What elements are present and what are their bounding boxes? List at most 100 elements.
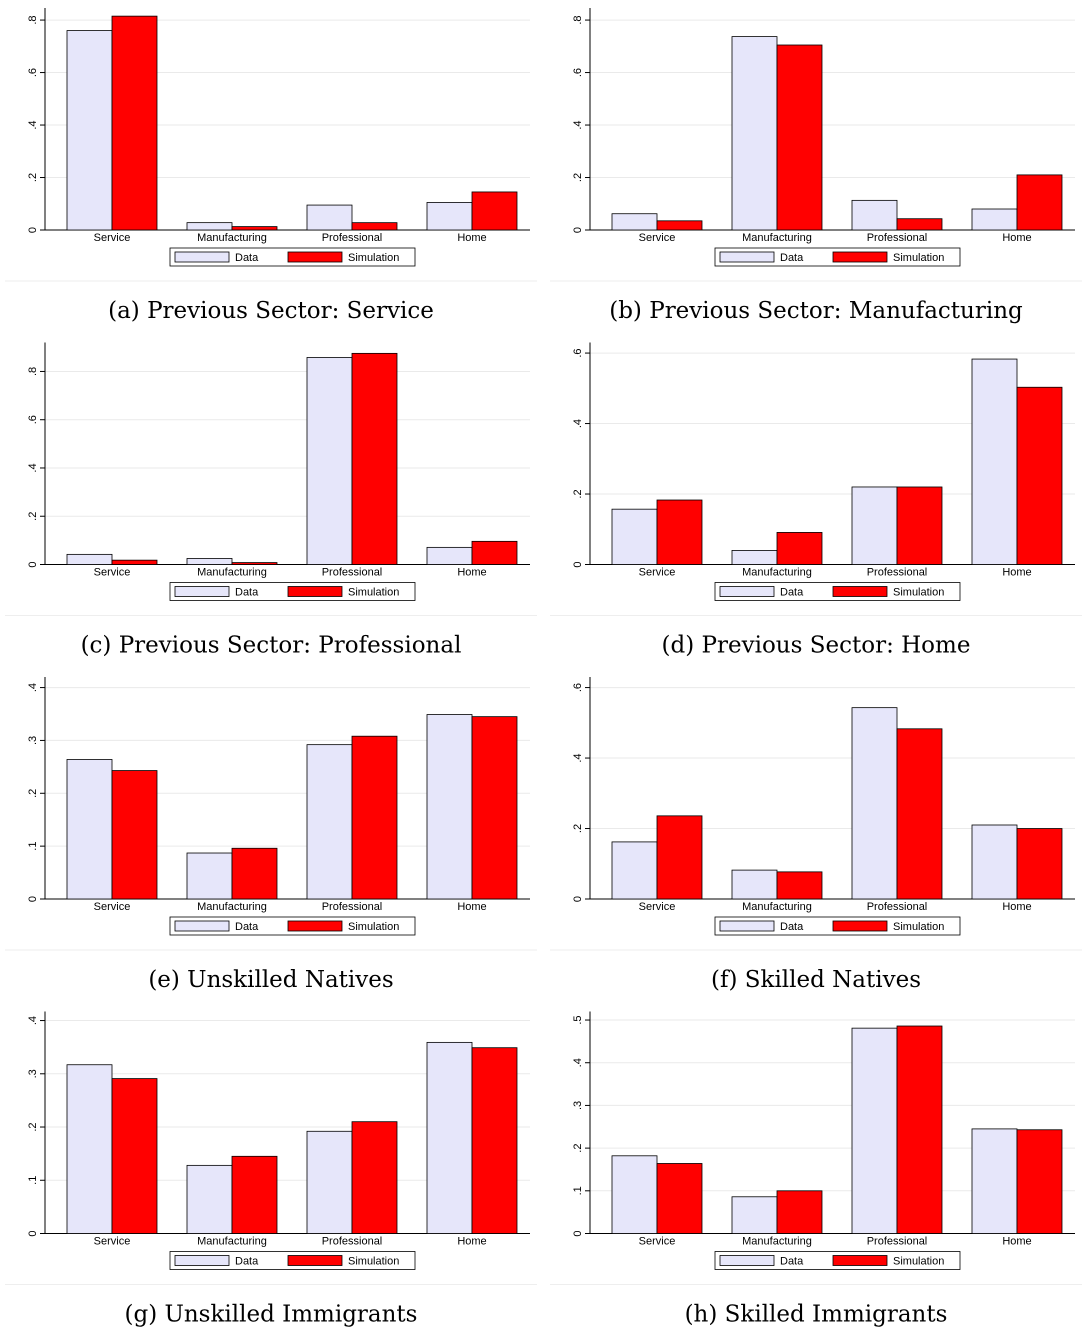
legend-swatch	[174, 251, 230, 263]
legend-label: Data	[235, 252, 259, 264]
y-tick-label: 0	[27, 1230, 39, 1236]
x-tick-label: Service	[94, 232, 131, 244]
x-tick-label: Home	[1002, 901, 1031, 913]
caption: (e) Unskilled Natives	[148, 967, 393, 993]
bar	[471, 1047, 518, 1234]
bar	[66, 553, 113, 565]
bar	[186, 558, 233, 565]
legend-box	[714, 1251, 961, 1270]
y-tick-label: .2	[572, 824, 584, 833]
x-tick-label: Professional	[322, 232, 383, 244]
legend-swatch	[174, 920, 230, 932]
bar	[66, 30, 113, 231]
y-tick-label: .8	[27, 15, 39, 24]
caption: (b) Previous Sector: Manufacturing	[609, 298, 1023, 324]
x-tick-label: Manufacturing	[742, 901, 812, 913]
y-tick-label: .2	[27, 512, 39, 521]
legend-swatch	[832, 1255, 888, 1266]
y-tick-label: .6	[572, 68, 584, 77]
legend-swatch	[719, 920, 775, 932]
bar	[731, 550, 778, 565]
x-tick-label: Professional	[322, 566, 383, 578]
y-tick-label: .2	[27, 789, 39, 798]
bar	[851, 707, 898, 900]
x-tick-label: Manufacturing	[742, 232, 812, 244]
bar	[656, 815, 703, 900]
y-tick-label: .6	[572, 683, 584, 692]
caption: (g) Unskilled Immigrants	[125, 1302, 418, 1328]
y-tick-label: .4	[27, 1016, 39, 1025]
bar	[186, 222, 233, 231]
bar	[971, 1128, 1018, 1234]
bar	[306, 204, 353, 231]
bar	[351, 1121, 398, 1234]
legend-label: Simulation	[348, 586, 399, 598]
legend-box	[169, 582, 416, 601]
y-tick-label: .4	[27, 683, 39, 692]
bar	[306, 357, 353, 565]
bar	[1016, 1129, 1063, 1234]
y-tick-label: .2	[572, 489, 584, 498]
x-tick-label: Professional	[867, 232, 928, 244]
bar	[471, 716, 518, 900]
y-tick-label: .4	[572, 1058, 584, 1067]
caption: (c) Previous Sector: Professional	[81, 633, 462, 659]
bar	[426, 546, 473, 565]
caption: (f) Skilled Natives	[711, 967, 921, 993]
panel: 0 .1 .2 .3 .4 Service Manufacturing Professiona…	[5, 1011, 537, 1328]
bar	[351, 222, 398, 231]
legend-swatch	[832, 586, 888, 597]
bar	[656, 499, 703, 565]
bar	[306, 1130, 353, 1234]
x-tick-label: Professional	[322, 901, 383, 913]
bar	[111, 559, 158, 565]
y-tick-label: 0	[572, 896, 584, 902]
x-tick-label: Manufacturing	[197, 1235, 267, 1247]
bar	[896, 1025, 943, 1234]
bar	[426, 1041, 473, 1234]
panel: 0 .2 .4 .6 .8 Service Manufacturing Professiona…	[5, 342, 537, 659]
bar	[66, 1064, 113, 1234]
x-tick-label: Manufacturing	[742, 566, 812, 578]
bar	[471, 191, 518, 231]
y-tick-label: .4	[27, 120, 39, 129]
y-tick-label: .6	[27, 415, 39, 424]
bar	[231, 1155, 278, 1234]
bar	[851, 199, 898, 231]
bar	[611, 841, 658, 900]
legend-label: Simulation	[893, 1255, 944, 1267]
y-tick-label: 0	[27, 227, 39, 233]
panel: 0 .2 .4 .6 Service Manufacturing Professional H…	[550, 677, 1082, 993]
bar	[731, 1196, 778, 1234]
legend-swatch	[719, 1255, 775, 1266]
legend-label: Data	[235, 921, 259, 933]
bar	[111, 1078, 158, 1234]
x-tick-label: Service	[639, 232, 676, 244]
bar	[776, 532, 823, 565]
bar	[611, 1155, 658, 1234]
x-tick-label: Service	[639, 1235, 676, 1247]
y-tick-label: .3	[27, 1069, 39, 1078]
y-tick-label: .8	[572, 15, 584, 24]
panel: 0 .1 .2 .3 .4 Service Manufacturing Professiona…	[5, 677, 537, 993]
bar	[776, 1190, 823, 1234]
bar	[731, 36, 778, 231]
x-tick-label: Professional	[867, 901, 928, 913]
legend-swatch	[832, 251, 888, 263]
bar	[656, 1163, 703, 1234]
bar	[426, 202, 473, 231]
x-tick-label: Manufacturing	[197, 901, 267, 913]
y-tick-label: .2	[572, 1144, 584, 1153]
bar	[656, 220, 703, 231]
legend-label: Data	[780, 921, 804, 933]
legend-label: Data	[780, 1255, 804, 1267]
x-tick-label: Professional	[867, 1235, 928, 1247]
x-tick-label: Service	[94, 566, 131, 578]
bar	[111, 770, 158, 900]
legend-swatch	[174, 586, 230, 597]
caption: (d) Previous Sector: Home	[662, 633, 971, 659]
bar	[731, 869, 778, 900]
legend-label: Simulation	[893, 586, 944, 598]
x-tick-label: Service	[639, 566, 676, 578]
